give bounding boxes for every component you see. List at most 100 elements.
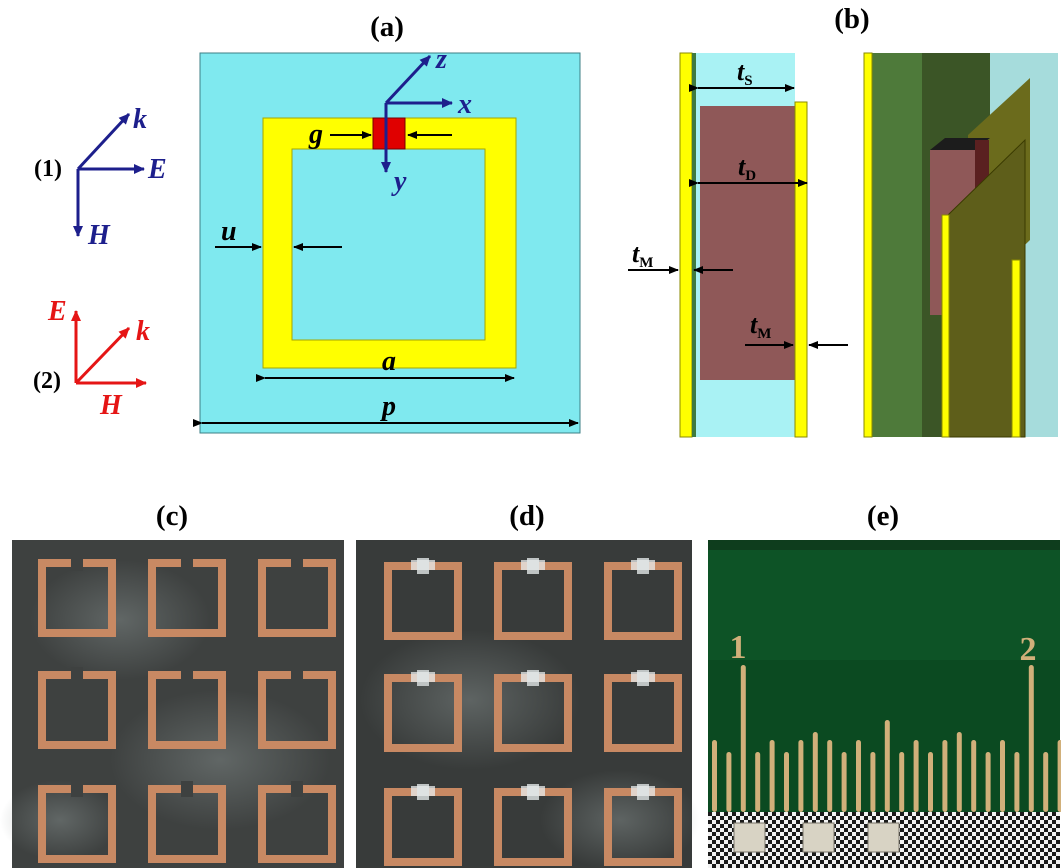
- ruler-tick: [856, 740, 861, 812]
- split-ring-1-1: [384, 558, 462, 640]
- pol2-e-label: E: [47, 296, 67, 327]
- panel-d-photo: [356, 540, 700, 868]
- photo-c-ring-grid: [38, 555, 336, 863]
- pol2-h-label: H: [99, 390, 123, 421]
- ruler-tick: [769, 740, 775, 812]
- pol1-k-arrow: [76, 112, 131, 171]
- ruler-mark-2: 2: [1020, 631, 1037, 668]
- gap-dielectric-element: [372, 117, 406, 150]
- ruler-tick: [812, 732, 818, 812]
- split-ring-2-3: [258, 667, 336, 749]
- split-ring-2-2: [148, 667, 226, 749]
- axis-x-label: x: [457, 89, 472, 120]
- split-ring-3-3: [604, 784, 682, 866]
- 3d-left-metal: [863, 52, 873, 438]
- polarization-1: (1) k E H: [34, 104, 167, 251]
- dim-g-label: g: [308, 119, 323, 150]
- photo-c-mottle-2: [110, 690, 330, 830]
- split-ring-3-2: [148, 781, 226, 863]
- split-ring-1-2: [148, 555, 226, 637]
- split-ring-3-2: [494, 784, 572, 866]
- left-metal-backing: [692, 53, 696, 437]
- dim-tm-left-label: tM: [632, 239, 653, 271]
- ruler-tick: [985, 752, 991, 812]
- axis-z-label: z: [435, 44, 447, 75]
- split-ring-3-3: [258, 781, 336, 863]
- pol2-k-arrow: [74, 326, 131, 385]
- split-ring-2-1: [38, 667, 116, 749]
- split-ring-2-1: [384, 670, 462, 752]
- dim-p-label: p: [380, 391, 396, 422]
- ruler-tick: [740, 665, 746, 812]
- ruler-tick: [884, 720, 890, 812]
- ruler-tick: [899, 752, 905, 812]
- pol1-number: (1): [34, 156, 62, 182]
- ring-inner-cutout: [291, 148, 486, 341]
- panel-a-unit-cell: z x y g u a p: [193, 44, 581, 434]
- photo-e-pad-2: [802, 822, 835, 853]
- split-ring-2-2: [494, 670, 572, 752]
- panel-e-photo: 1 2: [708, 540, 1061, 868]
- split-ring-1-3: [604, 558, 682, 640]
- pol1-e-label: E: [147, 154, 167, 185]
- split-ring-1-3: [258, 555, 336, 637]
- ruler-tick: [784, 752, 789, 812]
- panel-b-cross-section: tS tD tM tM: [628, 52, 848, 438]
- pol1-k-label: k: [133, 104, 147, 135]
- pol2-number: (2): [33, 368, 61, 394]
- 3d-front-plate-edge: [941, 214, 950, 438]
- ruler-tick: [870, 752, 876, 812]
- ruler-tick: [913, 740, 919, 812]
- dim-tm-right-sub: M: [757, 326, 771, 342]
- panel-label-d: (d): [509, 500, 544, 532]
- left-metal-layer: [679, 52, 693, 438]
- panel-label-a: (a): [370, 11, 404, 43]
- polarization-2: (2) E k H: [33, 296, 150, 421]
- ruler-tick: [956, 732, 962, 812]
- dim-td-label: tD: [738, 152, 756, 184]
- dim-tm-left-sub: M: [639, 255, 653, 271]
- ruler-tick: [755, 752, 761, 812]
- split-ring-1-2: [494, 558, 572, 640]
- ruler-mark-1: 1: [730, 629, 747, 666]
- 3d-right-metal-edge: [1011, 259, 1021, 438]
- ruler-tick: [1014, 752, 1020, 812]
- dim-tm-right-label: tM: [750, 310, 771, 342]
- photo-e-pcb-sheen: [708, 540, 1060, 660]
- panel-label-c: (c): [156, 500, 188, 532]
- dim-ts-t: t: [737, 57, 745, 86]
- pol2-k-label: k: [136, 316, 150, 347]
- dielectric-block: [700, 106, 795, 380]
- ruler-tick: [1043, 752, 1049, 812]
- ruler-tick: [1028, 665, 1034, 812]
- split-ring-1-1: [38, 555, 116, 637]
- ruler-tick: [841, 752, 847, 812]
- ruler-tick: [712, 740, 717, 812]
- photo-e-pad-1: [733, 822, 766, 853]
- dim-td-t: t: [738, 152, 746, 181]
- ruler-tick: [1057, 740, 1061, 812]
- ruler-tick: [726, 752, 732, 812]
- dim-a-label: a: [382, 346, 396, 377]
- ruler-tick: [1000, 740, 1005, 812]
- right-metal-layer: [794, 101, 808, 438]
- ruler-ticks: [712, 665, 1061, 812]
- ruler-tick: [827, 740, 833, 812]
- dim-ts-label: tS: [737, 57, 753, 89]
- split-ring-3-1: [384, 784, 462, 866]
- axis-y-label: y: [391, 166, 407, 197]
- ruler-tick: [798, 740, 804, 812]
- photo-c-mottle-1: [30, 560, 210, 680]
- ruler-tick: [928, 752, 933, 812]
- panel-c-photo: [0, 540, 344, 868]
- split-ring-3-1: [38, 781, 116, 863]
- ruler-tick: [942, 740, 948, 812]
- split-ring-2-3: [604, 670, 682, 752]
- dim-tm-left-t: t: [632, 239, 640, 268]
- axis-z-arrow: [384, 54, 432, 105]
- photo-e-pcb-top-strip: [708, 540, 1060, 550]
- dim-ts-sub: S: [744, 73, 752, 89]
- ruler-tick: [971, 740, 977, 812]
- panel-label-b: (b): [834, 3, 869, 35]
